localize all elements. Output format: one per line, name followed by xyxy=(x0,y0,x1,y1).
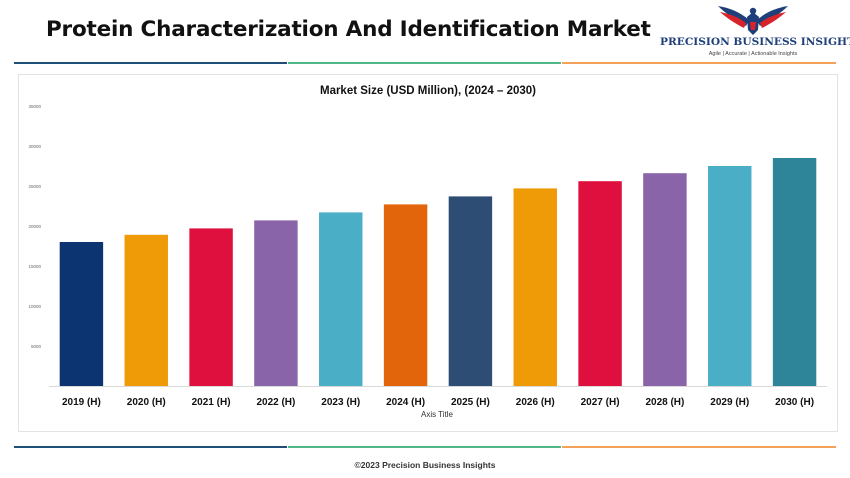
bar xyxy=(124,234,168,386)
y-tick-label: 5000 xyxy=(31,344,42,349)
y-tick-label: 35000 xyxy=(28,104,41,109)
page-title: Protein Characterization And Identificat… xyxy=(46,17,651,42)
x-tick-label: 2026 (H) xyxy=(516,397,555,408)
chart-frame: Market Size (USD Million), (2024 – 2030)… xyxy=(18,74,838,432)
x-tick-label: 2028 (H) xyxy=(645,397,684,408)
bar xyxy=(448,196,493,386)
x-tick-label: 2021 (H) xyxy=(192,397,231,408)
x-tick-label: 2029 (H) xyxy=(710,397,749,408)
y-tick-label: 30000 xyxy=(28,144,41,149)
header-rule-green xyxy=(288,62,561,64)
bar xyxy=(189,228,233,386)
bar xyxy=(319,212,363,386)
bar xyxy=(578,181,622,386)
footer-rule-green xyxy=(288,446,561,448)
header-rule-blue xyxy=(14,62,287,64)
x-tick-label: 2023 (H) xyxy=(321,397,360,408)
brand-logo: PRECISION BUSINESS INSIGHTS Agile | Accu… xyxy=(660,0,850,62)
eagle-icon xyxy=(718,6,788,35)
x-tick-label: 2020 (H) xyxy=(127,397,166,408)
y-tick-label: 20000 xyxy=(28,224,41,229)
bar xyxy=(708,166,752,386)
bar-series xyxy=(59,158,817,386)
bar xyxy=(772,158,817,386)
bar xyxy=(254,220,298,386)
bar xyxy=(59,242,104,386)
header-rule-orange xyxy=(562,62,836,64)
y-tick-label: 15000 xyxy=(28,264,41,269)
y-tick-label: 25000 xyxy=(28,184,41,189)
footer-rule-blue xyxy=(14,446,287,448)
chart-title: Market Size (USD Million), (2024 – 2030) xyxy=(320,85,536,97)
x-tick-label: 2024 (H) xyxy=(386,397,425,408)
x-axis: 2019 (H) 2020 (H) 2021 (H) 2022 (H) 2023 (H)… xyxy=(49,386,827,408)
logo-tagline: Agile | Accurate | Actionable Insights xyxy=(708,51,798,57)
bar xyxy=(643,173,687,386)
x-tick-label: 2019 (H) xyxy=(62,397,101,408)
y-tick-label: 10000 xyxy=(28,304,41,309)
bar xyxy=(383,204,428,386)
footer-rule-orange xyxy=(562,446,836,448)
x-tick-label: 2030 (H) xyxy=(775,397,814,408)
x-axis-title: Axis Title xyxy=(421,410,454,419)
bar xyxy=(513,188,557,386)
x-tick-label: 2022 (H) xyxy=(256,397,295,408)
x-tick-label: 2027 (H) xyxy=(581,397,620,408)
logo-name: PRECISION BUSINESS INSIGHTS xyxy=(660,36,850,48)
bar-chart: Market Size (USD Million), (2024 – 2030)… xyxy=(28,85,827,419)
y-axis: 5000 10000 15000 20000 25000 30000 35000 xyxy=(28,104,41,349)
x-tick-label: 2025 (H) xyxy=(451,397,490,408)
copyright-footer: ©2023 Precision Business Insights xyxy=(354,460,496,470)
